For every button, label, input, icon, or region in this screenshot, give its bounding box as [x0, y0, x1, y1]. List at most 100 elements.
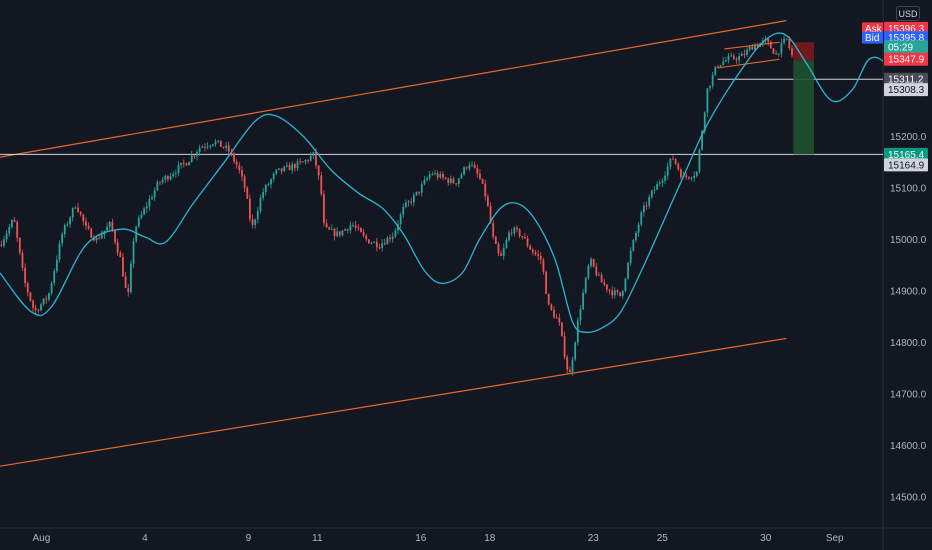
candle-body [426, 178, 428, 180]
candle-body [317, 165, 320, 176]
candle-body [452, 178, 455, 184]
candle-body [524, 237, 526, 239]
candle-body [10, 220, 13, 228]
candle-body [288, 165, 291, 171]
candle-body [724, 60, 727, 62]
candle-body [153, 190, 156, 198]
candle-body [653, 189, 656, 191]
candle-body [127, 287, 130, 292]
position-reward-zone[interactable] [793, 60, 815, 155]
candle-body [775, 53, 778, 55]
candle-body [45, 298, 48, 300]
candle-body [270, 179, 272, 185]
candle-body [63, 225, 66, 235]
candle-body [98, 237, 101, 239]
candle-body [383, 243, 386, 245]
candle-body [8, 227, 11, 234]
candle-body [341, 230, 344, 236]
candle-body [320, 175, 323, 195]
candle-body [114, 230, 116, 243]
candle-body [227, 145, 230, 152]
candle-body [505, 240, 508, 248]
candle-body [410, 201, 413, 203]
candle-body [582, 292, 584, 310]
candle-body [211, 144, 214, 146]
candle-body [222, 146, 225, 148]
candle-body [457, 178, 460, 185]
candle-body [534, 252, 537, 255]
candle-body [21, 252, 24, 268]
candle-body [161, 179, 164, 183]
candle-body [119, 252, 122, 258]
price-tag-label-bg [862, 22, 883, 35]
candle-body [262, 192, 265, 199]
price-tag-label-bg [862, 31, 883, 44]
candle-body [129, 263, 132, 292]
price-tag-value: 15396.3 [888, 24, 925, 35]
price-tag: 15164.9 [884, 158, 928, 172]
candle-body [693, 175, 696, 178]
candle-body [616, 290, 619, 293]
candle-body [603, 282, 606, 285]
candle-body [518, 229, 521, 236]
candle-body [635, 232, 637, 240]
price-tag-value: 15395.8 [888, 33, 925, 44]
candle-body [135, 226, 138, 242]
candle-body [24, 267, 27, 284]
candle-body [275, 169, 278, 174]
candle-body [375, 241, 378, 248]
candle-body [214, 141, 217, 145]
price-tag-value: 15165.4 [888, 150, 925, 161]
candle-body [143, 208, 146, 215]
candle-body [531, 249, 534, 253]
candle-body [444, 177, 447, 179]
price-tag-bg [884, 52, 928, 66]
candle-body [357, 227, 360, 229]
candle-body [423, 179, 426, 185]
candle-body [116, 242, 119, 253]
candle-body [645, 205, 648, 207]
candle-body [148, 199, 151, 207]
candle-body [529, 245, 532, 250]
candle-body [13, 220, 16, 222]
price-axis-tick-label: 14500.0 [890, 493, 927, 504]
price-tag: 15311.2 [884, 72, 928, 86]
candle-body [735, 58, 738, 61]
candle-body [219, 140, 222, 147]
candle-body [0, 244, 3, 246]
candle-body [605, 284, 608, 290]
candle-body [312, 151, 315, 156]
candle-body [600, 274, 603, 283]
candle-body [5, 233, 8, 240]
candle-body [500, 253, 503, 256]
candle-body [553, 309, 555, 318]
time-axis-ticks: Aug 4 9 11 16 18 23 25 30 Sep [32, 533, 844, 544]
candle-body [717, 66, 719, 68]
candle-body [293, 164, 296, 169]
currency-button[interactable]: USD [896, 6, 920, 21]
candle-body [545, 271, 547, 294]
candle-body [354, 225, 357, 228]
price-tag-bg [884, 72, 928, 86]
candle-body [48, 293, 50, 300]
wedge-top-line [724, 41, 780, 50]
position-risk-zone[interactable] [793, 42, 815, 61]
candle-body [566, 357, 569, 370]
candle-body [16, 221, 19, 238]
candle-body [26, 283, 29, 293]
candle-body [71, 207, 74, 218]
candle-body [455, 183, 458, 185]
candle-body [510, 232, 513, 234]
candle-body [190, 155, 193, 162]
candle-body [685, 175, 688, 177]
candle-body [336, 231, 339, 237]
candle-body [542, 259, 545, 272]
candle-body [18, 237, 21, 253]
candle-body [34, 307, 37, 310]
candle-body [767, 38, 770, 42]
candle-body [420, 184, 423, 193]
candle-body [40, 304, 42, 311]
candle-body [687, 176, 690, 179]
candle-body [550, 304, 553, 310]
